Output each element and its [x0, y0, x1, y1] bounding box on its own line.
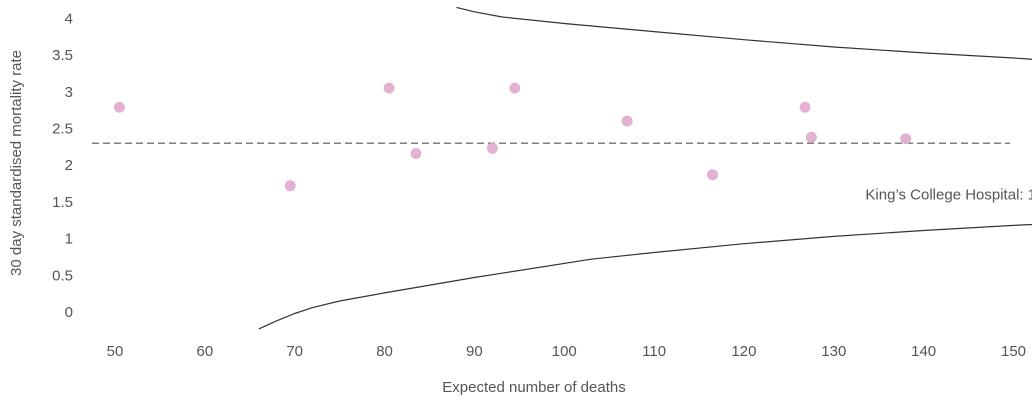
y-tick-label: 4	[65, 10, 73, 27]
data-point	[621, 115, 633, 127]
data-point	[410, 147, 422, 159]
y-tick-label: 1.5	[52, 194, 73, 211]
upper-control-limit	[456, 6, 1032, 60]
highlight-label: King’s College Hospital: 1.63%	[865, 187, 1032, 204]
data-point	[113, 101, 125, 113]
data-point	[509, 82, 521, 94]
y-tick-label: 2	[65, 157, 73, 174]
x-tick-label: 140	[911, 343, 936, 360]
y-tick-label: 3	[65, 84, 73, 101]
x-tick-label: 120	[731, 343, 756, 360]
x-tick-label: 150	[1001, 343, 1026, 360]
y-tick-label: 0.5	[52, 267, 73, 284]
data-point	[383, 82, 395, 94]
data-point	[799, 101, 811, 113]
data-point	[486, 142, 498, 154]
y-tick-label: 0	[65, 304, 73, 321]
y-axis-label: 30 day standardised mortality rate	[8, 50, 25, 276]
lower-control-limit	[258, 223, 1032, 330]
x-tick-label: 60	[197, 343, 214, 360]
x-tick-label: 80	[376, 343, 393, 360]
x-tick-label: 100	[552, 343, 577, 360]
x-tick-label: 70	[286, 343, 303, 360]
x-tick-label: 50	[107, 343, 124, 360]
y-tick-label: 2.5	[52, 121, 73, 138]
y-tick-label: 3.5	[52, 47, 73, 64]
x-tick-label: 90	[466, 343, 483, 360]
x-tick-label: 110	[642, 343, 666, 360]
x-axis-label: Expected number of deaths	[442, 379, 625, 396]
data-point	[707, 169, 719, 181]
data-point	[900, 133, 912, 145]
x-tick-label: 130	[821, 343, 846, 360]
data-point	[284, 180, 296, 192]
data-point	[805, 131, 817, 143]
y-tick-label: 1	[65, 231, 73, 248]
